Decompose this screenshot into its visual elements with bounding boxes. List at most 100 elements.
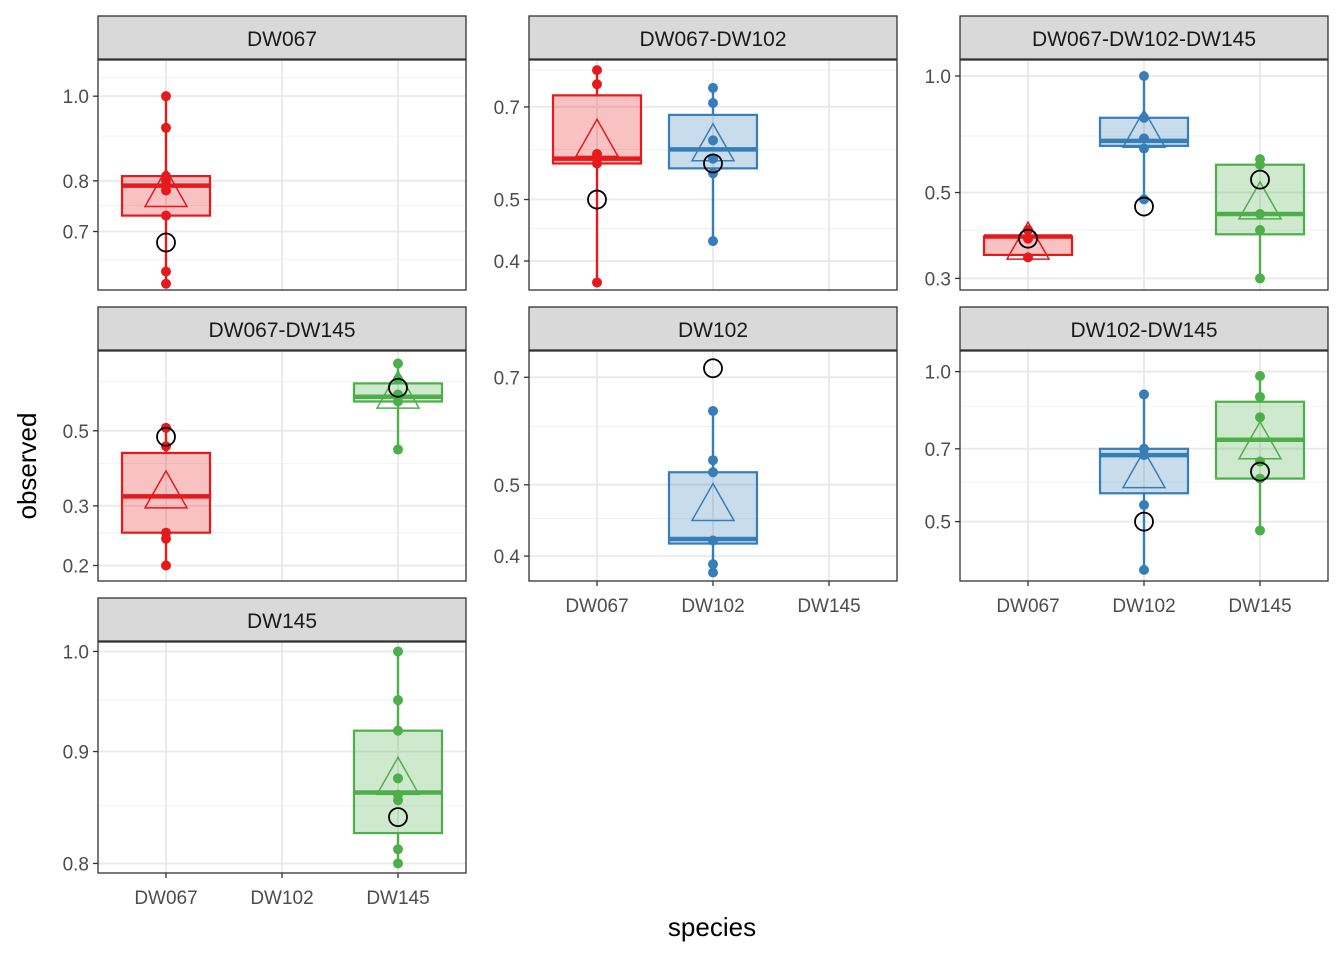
data-point xyxy=(161,122,171,133)
box-dw067 xyxy=(120,422,212,571)
data-point xyxy=(393,646,403,657)
box-dw102 xyxy=(1098,71,1190,217)
data-point xyxy=(1139,499,1149,510)
panel-dw067-dw102-dw145: DW067-DW102-DW145 0.3 0.5 1.0 xyxy=(925,15,1329,291)
data-point xyxy=(161,91,171,102)
x-tick-label: DW145 xyxy=(1228,596,1291,617)
data-point xyxy=(161,175,171,186)
data-point xyxy=(1255,209,1265,220)
y-tick-label: 0.4 xyxy=(494,547,521,568)
data-point xyxy=(592,277,602,288)
strip-label: DW145 xyxy=(247,610,317,633)
data-point xyxy=(708,535,718,546)
data-point xyxy=(1139,450,1149,461)
data-point xyxy=(1255,159,1265,170)
reference-circle xyxy=(388,377,408,398)
y-tick-label: 0.8 xyxy=(63,172,89,193)
y-tick-label: 0.3 xyxy=(925,269,951,290)
box-iqr xyxy=(1214,163,1306,236)
data-point xyxy=(1139,389,1149,400)
mean-triangle xyxy=(143,167,189,208)
data-point xyxy=(161,278,171,289)
y-tick-label: 0.7 xyxy=(494,98,520,119)
box-dw067 xyxy=(982,220,1074,263)
y-tick-label: 0.2 xyxy=(63,557,89,578)
data-point xyxy=(393,858,403,869)
strip-background xyxy=(959,15,1329,60)
reference-circle xyxy=(1134,196,1154,217)
data-point xyxy=(1023,233,1033,244)
data-point xyxy=(1255,412,1265,423)
box-dw145 xyxy=(1214,370,1306,536)
data-point xyxy=(393,358,403,369)
panel-dw102: DW102 0.4 0.5 0.7 xyxy=(494,306,898,582)
reference-circle xyxy=(156,232,176,253)
data-point xyxy=(1139,133,1149,144)
data-point xyxy=(592,65,602,76)
mean-triangle xyxy=(1237,180,1283,220)
strip-label: DW067 xyxy=(247,28,317,51)
panel-dw067: DW067 0.7 0.8 1.0 xyxy=(63,15,467,291)
data-point xyxy=(708,567,718,578)
y-tick-label: 0.9 xyxy=(63,743,89,764)
data-point xyxy=(393,725,403,736)
mean-triangle xyxy=(375,755,421,796)
data-point xyxy=(1255,525,1265,536)
reference-circle xyxy=(1250,461,1270,482)
reference-circle xyxy=(156,426,176,447)
box-dw102 xyxy=(667,82,759,247)
x-tick-label: DW102 xyxy=(1112,596,1175,617)
data-point xyxy=(161,185,171,196)
data-point xyxy=(161,266,171,277)
x-tick-label: DW067 xyxy=(996,596,1059,617)
box-dw145 xyxy=(352,358,444,455)
data-point xyxy=(393,444,403,455)
data-point xyxy=(592,79,602,90)
data-point xyxy=(592,148,602,159)
box-dw145 xyxy=(1214,154,1306,284)
mean-triangle xyxy=(1121,108,1167,148)
reference-circle xyxy=(1134,511,1154,532)
data-point xyxy=(393,795,403,806)
data-point xyxy=(393,773,403,784)
data-point xyxy=(161,560,171,571)
x-tick-label: DW145 xyxy=(797,596,860,617)
strip-background xyxy=(528,15,898,60)
data-point xyxy=(1255,370,1265,381)
y-tick-label: 1.0 xyxy=(63,87,89,108)
reference-circle xyxy=(703,358,723,379)
y-tick-label: 1.0 xyxy=(63,642,89,663)
data-point xyxy=(1139,194,1149,205)
data-point xyxy=(161,533,171,544)
data-point xyxy=(393,396,403,407)
strip-background xyxy=(528,306,898,351)
x-tick-label: DW102 xyxy=(681,596,744,617)
data-point xyxy=(1255,473,1265,484)
data-point xyxy=(393,844,403,855)
mean-triangle xyxy=(690,482,736,522)
data-point xyxy=(1255,391,1265,402)
y-tick-label: 0.5 xyxy=(494,191,520,212)
data-point xyxy=(1139,564,1149,575)
reference-circle xyxy=(1018,228,1038,249)
data-point xyxy=(708,236,718,247)
box-dw067 xyxy=(551,65,643,288)
y-tick-label: 0.7 xyxy=(63,223,89,244)
strip-background xyxy=(97,15,467,60)
strip-label: DW102 xyxy=(678,319,748,342)
box-dw102 xyxy=(1098,389,1190,575)
x-axis-title: species xyxy=(668,912,756,942)
mean-triangle xyxy=(690,122,736,162)
panel-dw145: DW145 0.8 0.9 1.0 xyxy=(63,597,467,875)
mean-triangle xyxy=(1121,449,1167,489)
data-point xyxy=(708,97,718,108)
strip-label: DW067-DW102-DW145 xyxy=(1032,28,1256,51)
data-point xyxy=(708,135,718,146)
panel-dw067-dw102: DW067-DW102 0.4 0.5 0.7 xyxy=(494,15,898,291)
y-tick-label: 0.5 xyxy=(63,422,89,443)
data-point xyxy=(1139,71,1149,82)
data-point xyxy=(1023,252,1033,263)
y-axis-title: observed xyxy=(12,413,42,520)
x-tick-label: DW102 xyxy=(250,888,313,909)
y-tick-label: 0.5 xyxy=(494,476,520,497)
